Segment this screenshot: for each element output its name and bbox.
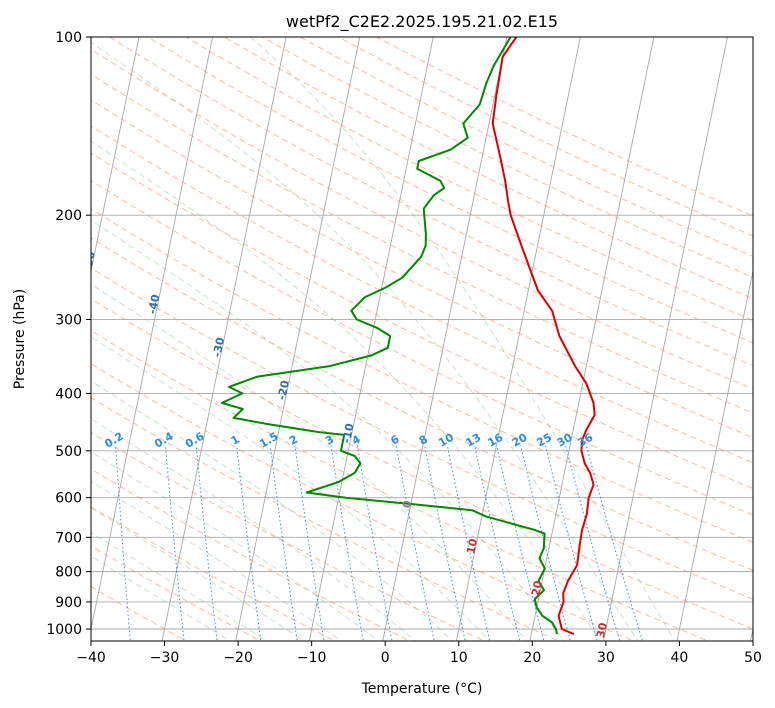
y-tick-label: 1000 xyxy=(46,622,82,638)
dry-adiabat xyxy=(91,48,753,390)
mixing-ratio-line xyxy=(236,445,262,641)
mixing-ratio-line xyxy=(520,445,571,641)
mixing-ratio-line xyxy=(496,445,545,641)
x-tick-label: 50 xyxy=(744,650,762,666)
isotherm-label: -50 xyxy=(81,250,98,272)
y-tick-label: 300 xyxy=(55,312,82,328)
y-tick-label: 100 xyxy=(55,30,82,46)
x-tick-label: −10 xyxy=(297,650,327,666)
x-tick-label: 20 xyxy=(523,650,541,666)
dry-adiabat xyxy=(146,37,753,344)
y-tick-label: 500 xyxy=(55,444,82,460)
mixing-ratio-line xyxy=(424,445,466,641)
mixing-ratio-line xyxy=(165,445,185,641)
mixing-ratio-line xyxy=(565,445,621,641)
isotherm-label: 10 xyxy=(464,537,480,555)
isotherm-line xyxy=(235,37,361,641)
y-tick-label: 600 xyxy=(55,491,82,507)
y-axis: 100 200 300 400 500 600 700 800 900 1000 xyxy=(46,30,91,638)
temperature-profile xyxy=(491,37,596,636)
mixing-ratio-line xyxy=(195,445,218,641)
chart-title: wetPf2_C2E2.2025.195.21.02.E15 xyxy=(286,12,558,32)
mixing-ratio-line xyxy=(395,445,435,641)
isotherm-label: 20 xyxy=(529,579,545,597)
x-tick-label: −20 xyxy=(223,650,253,666)
isotherm-label: -20 xyxy=(275,379,292,401)
x-tick-label: 40 xyxy=(671,650,689,666)
mixing-ratio-line xyxy=(330,445,364,641)
dry-adiabat xyxy=(185,37,753,322)
isotherm-line xyxy=(91,37,140,274)
x-tick-label: 30 xyxy=(597,650,615,666)
dewpoint-profile xyxy=(221,37,558,635)
x-axis-title: Temperature (°C) xyxy=(361,681,483,697)
mixing-ratio-line xyxy=(269,445,298,641)
x-tick-label: 0 xyxy=(381,650,390,666)
plot-frame xyxy=(90,36,754,642)
dry-adiabat xyxy=(91,330,710,641)
x-axis: −40 −30 −20 −10 0 10 20 30 40 50 xyxy=(76,641,762,666)
y-axis-title: Pressure (hPa) xyxy=(12,289,28,389)
isotherm-line xyxy=(308,37,434,641)
x-tick-label: 10 xyxy=(450,650,468,666)
dry-adiabat xyxy=(91,152,753,490)
dry-adiabat xyxy=(91,179,753,516)
isotherm-line xyxy=(602,37,728,641)
isotherm-label: -30 xyxy=(210,336,227,358)
mixing-ratio-line xyxy=(115,445,131,641)
mixing-ratio-line xyxy=(357,445,393,641)
y-tick-label: 800 xyxy=(55,565,82,581)
dry-adiabat xyxy=(91,267,753,600)
y-tick-label: 700 xyxy=(55,530,82,546)
moist-adiabat xyxy=(91,336,491,641)
isotherm-line xyxy=(91,37,214,632)
isotherm-label: -10 xyxy=(340,422,357,444)
mixing-ratio-line xyxy=(446,445,491,641)
isotherm-line xyxy=(161,37,287,641)
dry-adiabat xyxy=(91,125,753,464)
x-tick-label: −40 xyxy=(76,650,106,666)
mixing-ratio-line xyxy=(544,445,598,641)
isotherm-line xyxy=(455,37,581,641)
background-lines xyxy=(91,37,753,641)
isotherm-line xyxy=(382,37,508,641)
mixing-ratio-line xyxy=(474,445,521,641)
isotherm-line xyxy=(529,37,655,641)
y-tick-label: 200 xyxy=(55,208,82,224)
dry-adiabat xyxy=(91,237,753,571)
y-tick-label: 400 xyxy=(55,386,82,402)
dry-adiabat xyxy=(91,432,486,641)
mixing-ratio-line xyxy=(294,445,325,641)
moist-adiabat xyxy=(249,37,676,641)
series-layer xyxy=(221,37,596,636)
y-tick-label: 900 xyxy=(55,595,82,611)
isotherm-line xyxy=(676,268,753,641)
isotherm-label: 0 xyxy=(400,499,414,509)
mixing-ratio-line xyxy=(585,445,644,641)
x-tick-label: −30 xyxy=(150,650,180,666)
isotherm-label: 30 xyxy=(594,621,610,639)
isotherm-label: -40 xyxy=(146,293,163,315)
